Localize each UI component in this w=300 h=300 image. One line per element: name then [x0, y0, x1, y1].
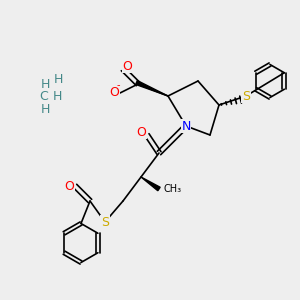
Text: H: H [52, 89, 62, 103]
Text: O: O [109, 86, 119, 100]
Text: O: O [136, 125, 146, 139]
Polygon shape [136, 81, 168, 96]
Text: H: H [40, 103, 50, 116]
Text: S: S [101, 215, 109, 229]
Text: C: C [39, 89, 48, 103]
Text: S: S [242, 89, 250, 103]
Text: -: - [117, 80, 120, 91]
Text: H: H [54, 73, 63, 86]
Text: H: H [40, 77, 50, 91]
Text: O: O [64, 179, 74, 193]
Text: O: O [123, 59, 132, 73]
Text: CH₃: CH₃ [164, 184, 181, 194]
Polygon shape [141, 177, 160, 191]
Text: N: N [181, 119, 191, 133]
